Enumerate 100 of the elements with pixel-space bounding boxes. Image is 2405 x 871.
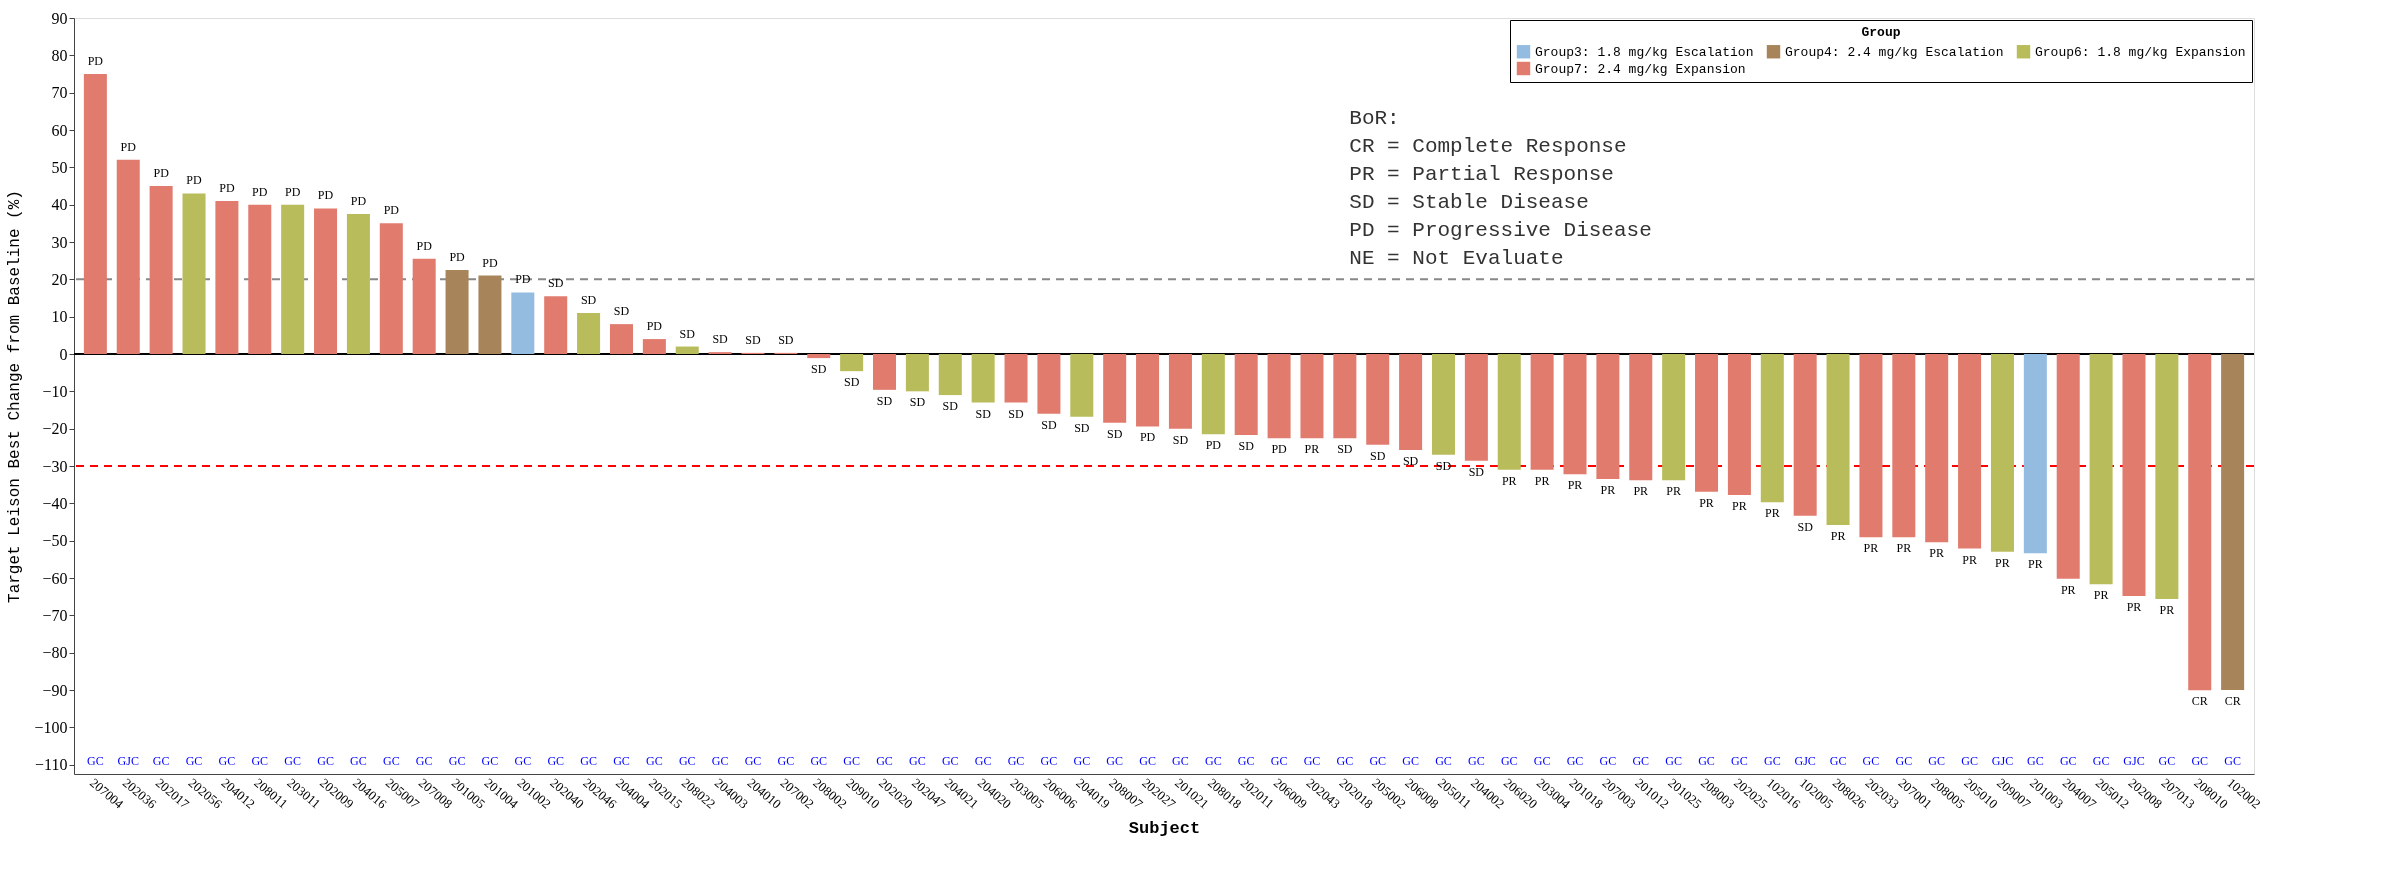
legend-label: Group6: 1.8 mg/kg Expansion xyxy=(2035,44,2246,60)
text: PD xyxy=(1139,430,1156,445)
text: SD xyxy=(843,375,860,390)
annotation: GC xyxy=(1468,754,1485,768)
annotation: GC xyxy=(1895,754,1913,768)
text: PR xyxy=(1995,555,2010,570)
text: SD xyxy=(942,399,958,414)
annotation: GC xyxy=(2027,754,2044,768)
annotation: GC xyxy=(1237,754,1255,768)
text: CR xyxy=(2191,694,2208,709)
text: PD xyxy=(1205,438,1221,453)
bar xyxy=(2023,354,2047,554)
annotation: GC xyxy=(744,754,762,768)
annotation: GC xyxy=(382,754,400,768)
annotation: GC xyxy=(1172,754,1189,768)
annotation: GC xyxy=(1402,754,1419,768)
y-tick-label: 80 xyxy=(51,46,68,64)
bar xyxy=(2155,354,2179,599)
annotation: GC xyxy=(1073,754,1091,768)
annotation: GC xyxy=(448,754,466,768)
y-tick-label: −60 xyxy=(42,569,68,587)
annotation: GC xyxy=(2158,754,2176,768)
annotation: GC xyxy=(810,754,828,768)
bar xyxy=(1037,354,1061,414)
annotation: GC xyxy=(2224,754,2241,768)
annotation: GC xyxy=(876,754,893,768)
annotation: GC xyxy=(2191,754,2209,768)
annotation: GC xyxy=(974,754,992,768)
text: SD xyxy=(778,332,794,347)
annotation: GC xyxy=(1632,754,1650,768)
text: SD xyxy=(1008,406,1024,421)
annotation: GC xyxy=(1106,754,1124,768)
text: SD xyxy=(1468,464,1485,479)
text: PD xyxy=(252,184,268,199)
annotation: GC xyxy=(1862,754,1880,768)
y-tick-label: −70 xyxy=(42,606,68,624)
annotation: GC xyxy=(711,754,729,768)
text: PR xyxy=(1501,473,1517,488)
bar xyxy=(544,296,568,354)
text: SD xyxy=(1370,448,1386,463)
bar xyxy=(2122,354,2146,596)
annotation: GC xyxy=(1961,754,1978,768)
annotation: GC xyxy=(1928,754,1946,768)
bar xyxy=(938,354,962,396)
annotation: GC xyxy=(350,754,367,768)
y-tick-label: −40 xyxy=(42,494,68,512)
text: PD xyxy=(449,250,465,264)
bar xyxy=(1760,354,1784,503)
y-tick-label: −90 xyxy=(42,681,68,699)
annotation: GC xyxy=(1665,754,1682,768)
text: PD xyxy=(317,188,334,203)
annotation: GC xyxy=(1533,754,1551,768)
legend-title: Group xyxy=(1861,25,1901,40)
text: PR xyxy=(2093,588,2109,603)
bar xyxy=(1990,354,2014,552)
y-tick-label: 40 xyxy=(51,196,68,214)
annotation: GC xyxy=(909,754,926,768)
text: PR xyxy=(2126,599,2142,614)
bar xyxy=(1464,354,1488,461)
bar xyxy=(1662,354,1686,481)
text: SD xyxy=(712,332,728,347)
annotation: GJC xyxy=(1794,754,1816,768)
text: PR xyxy=(1863,541,1879,556)
annotation: GC xyxy=(1336,754,1354,768)
y-tick-label: 70 xyxy=(51,84,68,102)
y-tick-label: −10 xyxy=(42,382,68,400)
text: PD xyxy=(219,180,235,195)
text: PR xyxy=(1666,484,1681,499)
bar xyxy=(1103,354,1127,423)
text: PR xyxy=(1962,552,1977,567)
text: SD xyxy=(909,395,926,410)
bar xyxy=(1366,354,1390,445)
bar xyxy=(478,275,502,354)
annotation: GJC xyxy=(2123,754,2145,768)
bar xyxy=(1399,354,1423,450)
text: SD xyxy=(1107,426,1123,441)
bar xyxy=(1563,354,1587,475)
bar xyxy=(2221,354,2245,690)
bar xyxy=(577,312,601,354)
bar xyxy=(1201,354,1225,435)
text: SD xyxy=(975,406,991,421)
bar xyxy=(905,354,929,392)
y-tick-label: 90 xyxy=(51,9,68,27)
text: PR xyxy=(1567,478,1583,493)
text: PR xyxy=(1600,483,1616,498)
bar xyxy=(1596,354,1620,480)
bar xyxy=(609,324,633,354)
annotation: GC xyxy=(1731,754,1748,768)
bar xyxy=(1695,354,1719,492)
y-tick-label: 60 xyxy=(51,121,68,139)
y-axis-title: Target Leison Best Change from Baseline (%) xyxy=(6,190,25,603)
text: PR xyxy=(2060,582,2076,597)
annotation: GC xyxy=(1369,754,1387,768)
text: PD xyxy=(350,194,367,208)
text: PR xyxy=(1633,484,1649,499)
annotation: GC xyxy=(481,754,499,768)
annotation: GC xyxy=(1763,754,1781,768)
annotation: GC xyxy=(1698,754,1715,768)
bar xyxy=(83,74,107,354)
annotation: GC xyxy=(1566,754,1584,768)
